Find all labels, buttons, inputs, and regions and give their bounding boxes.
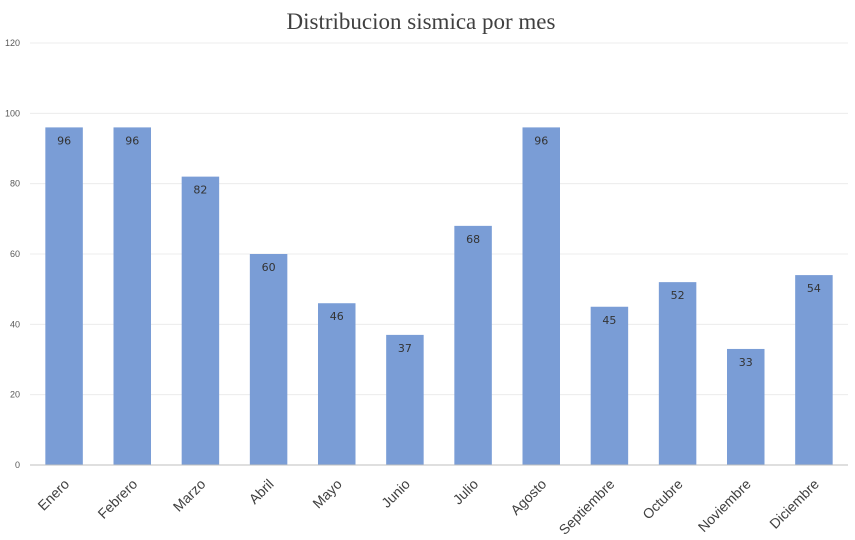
data-label: 46 bbox=[330, 310, 344, 323]
x-tick-label: Febrero bbox=[94, 476, 140, 522]
y-tick-label: 40 bbox=[10, 319, 20, 329]
x-tick-label: Marzo bbox=[170, 476, 209, 515]
data-label: 96 bbox=[125, 134, 139, 147]
x-tick-label: Diciembre bbox=[766, 476, 822, 532]
bar bbox=[522, 127, 560, 466]
bars bbox=[45, 127, 833, 466]
data-label: 96 bbox=[57, 134, 71, 147]
bar bbox=[795, 275, 833, 465]
y-tick-label: 100 bbox=[5, 108, 20, 118]
data-labels: 96 96 82 60 46 37 68 96 45 52 33 54 bbox=[57, 134, 821, 369]
bar bbox=[590, 306, 629, 465]
x-tick-label: Mayo bbox=[309, 476, 345, 512]
data-label: 52 bbox=[671, 289, 685, 302]
y-tick-label: 20 bbox=[10, 390, 20, 400]
y-tick-label: 80 bbox=[10, 179, 20, 189]
data-label: 60 bbox=[262, 261, 276, 274]
bar bbox=[181, 176, 220, 465]
y-tick-label: 60 bbox=[10, 249, 20, 259]
x-tick-label: Julio bbox=[450, 476, 482, 508]
data-label: 82 bbox=[193, 184, 207, 197]
bar bbox=[658, 282, 697, 465]
x-tick-label: Septiembre bbox=[556, 476, 618, 538]
x-tick-label: Enero bbox=[34, 476, 72, 514]
data-label: 37 bbox=[398, 342, 412, 355]
data-label: 96 bbox=[534, 134, 548, 147]
bar bbox=[386, 334, 424, 465]
data-label: 68 bbox=[466, 233, 480, 246]
data-label: 54 bbox=[807, 282, 821, 295]
bar bbox=[727, 348, 765, 465]
y-tick-label: 120 bbox=[5, 38, 20, 48]
bar bbox=[249, 254, 288, 465]
bar bbox=[113, 127, 151, 466]
x-tick-label: Octubre bbox=[639, 476, 686, 523]
chart-title: Distribucion sismica por mes bbox=[287, 9, 556, 34]
x-tick-label: Abril bbox=[246, 476, 277, 507]
y-tick-label: 0 bbox=[15, 460, 20, 470]
x-tick-label: Junio bbox=[378, 476, 413, 511]
bar bbox=[45, 127, 83, 466]
gridlines bbox=[30, 42, 848, 396]
x-tick-label: Noviembre bbox=[695, 476, 754, 535]
x-axis-ticks: Enero Febrero Marzo Abril Mayo Junio Julio Agos… bbox=[34, 476, 822, 538]
x-tick-label: Agosto bbox=[507, 476, 549, 518]
bar bbox=[318, 303, 356, 465]
y-axis-ticks: 0 20 40 60 80 100 120 bbox=[5, 38, 20, 470]
data-label: 33 bbox=[739, 356, 753, 369]
bar bbox=[454, 225, 492, 465]
data-label: 45 bbox=[602, 314, 616, 327]
